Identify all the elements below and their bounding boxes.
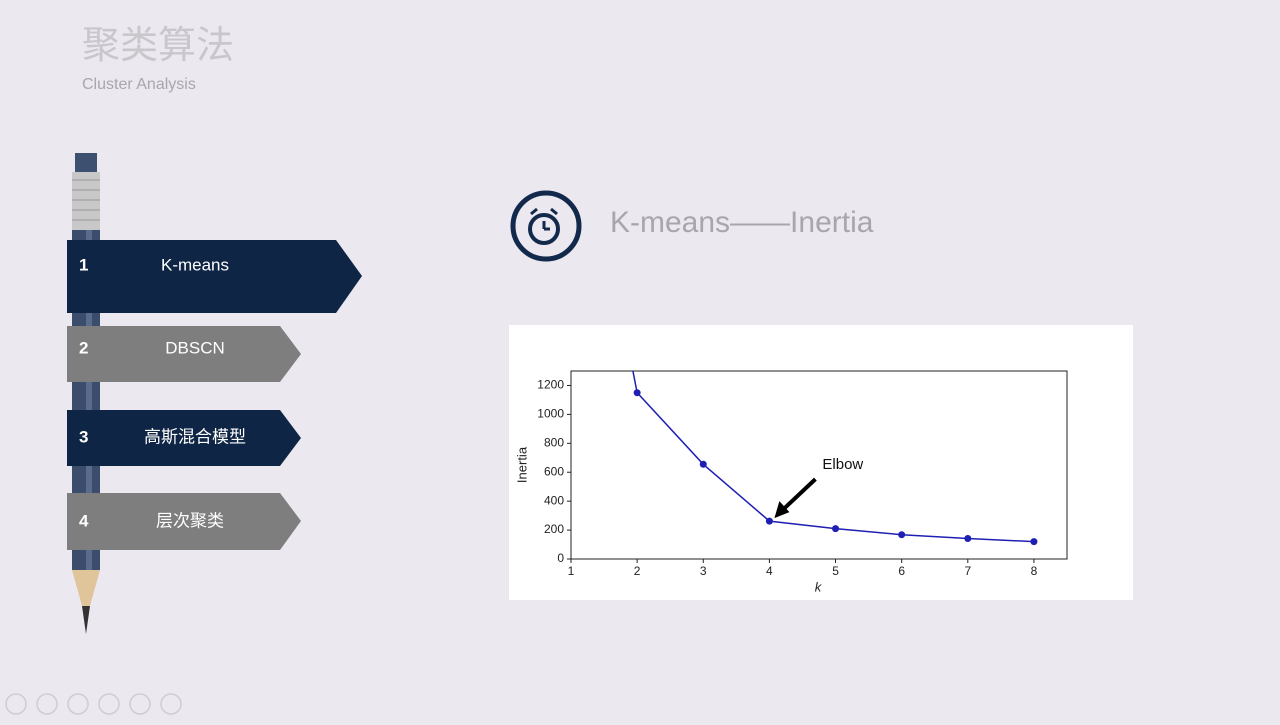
y-tick-label: 600 bbox=[544, 464, 564, 478]
y-tick-label: 800 bbox=[544, 435, 564, 449]
y-tick-label: 400 bbox=[544, 493, 564, 507]
menu-number: 1 bbox=[79, 255, 88, 274]
toolbar-button[interactable] bbox=[129, 693, 151, 715]
section-title: K-means——Inertia bbox=[610, 206, 874, 239]
y-tick-label: 1200 bbox=[537, 378, 564, 392]
chart: 0 200 400 600 800 1000 1200 1 2 3 4 5 6 7 8 k Inertia Elb… bbox=[514, 49, 1038, 594]
x-tick-label: 7 bbox=[964, 564, 971, 578]
data-point bbox=[765, 517, 773, 525]
data-point bbox=[898, 531, 906, 539]
y-axis-label: Inertia bbox=[514, 446, 529, 483]
slide-title: 聚类算法 bbox=[82, 25, 234, 67]
x-tick-label: 8 bbox=[1031, 564, 1038, 578]
menu-number: 4 bbox=[79, 511, 89, 530]
plot-frame bbox=[570, 370, 1068, 560]
menu-tab[interactable] bbox=[67, 326, 301, 382]
toolbar-button[interactable] bbox=[67, 693, 89, 715]
pencil bbox=[72, 153, 100, 634]
menu-number: 3 bbox=[79, 427, 88, 446]
data-point bbox=[699, 460, 707, 468]
slide-subtitle: Cluster Analysis bbox=[82, 76, 196, 93]
menu-label[interactable]: 层次聚类 bbox=[156, 511, 224, 530]
arrow-head bbox=[774, 501, 790, 519]
toolbar bbox=[5, 693, 182, 715]
menu-tab[interactable] bbox=[67, 410, 301, 466]
data-point bbox=[1030, 538, 1038, 546]
x-tick-label: 6 bbox=[898, 564, 905, 578]
toolbar-button[interactable] bbox=[5, 693, 27, 715]
y-tick-label: 1000 bbox=[537, 407, 564, 421]
data-line bbox=[632, 371, 1034, 543]
menu-label[interactable]: DBSCN bbox=[165, 338, 225, 357]
plot-area bbox=[568, 49, 1038, 546]
x-tick-label: 5 bbox=[832, 564, 839, 578]
x-tick-label: 3 bbox=[700, 564, 707, 578]
data-point bbox=[964, 534, 972, 542]
data-point bbox=[832, 525, 840, 533]
menu-tab[interactable] bbox=[67, 493, 301, 550]
clock-icon bbox=[510, 190, 582, 262]
y-tick-label: 200 bbox=[544, 522, 564, 536]
data-point bbox=[568, 49, 575, 56]
data-point bbox=[633, 389, 641, 397]
menu-tab[interactable] bbox=[67, 240, 362, 313]
x-tick-label: 1 bbox=[568, 564, 575, 578]
x-axis-label: k bbox=[815, 579, 823, 594]
x-tick-label: 4 bbox=[766, 564, 773, 578]
toolbar-button[interactable] bbox=[98, 693, 120, 715]
menu-label[interactable]: 高斯混合模型 bbox=[144, 427, 246, 446]
toolbar-button[interactable] bbox=[36, 693, 58, 715]
x-tick-label: 2 bbox=[634, 564, 641, 578]
menu-number: 2 bbox=[79, 338, 88, 357]
y-tick-label: 0 bbox=[557, 551, 564, 565]
menu-label[interactable]: K-means bbox=[161, 255, 229, 274]
annotation-text: Elbow bbox=[822, 456, 863, 473]
annotation-arrow bbox=[780, 477, 817, 513]
toolbar-button[interactable] bbox=[160, 693, 182, 715]
